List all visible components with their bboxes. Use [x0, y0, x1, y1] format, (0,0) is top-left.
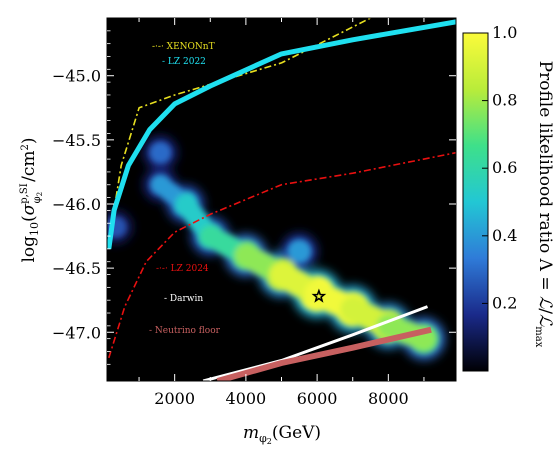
x-tick-label: 2000	[154, 389, 195, 408]
curve-lz-2022	[107, 19, 456, 250]
y-axis-label: log10(σp,SI φ2/cm2)	[19, 137, 44, 262]
x-axis-label: mφ2(GeV)	[243, 423, 321, 446]
best-fit-star	[311, 288, 327, 303]
legend-lz-2024: -·-· LZ 2024	[156, 264, 209, 274]
legend: -·-· XENONnT - LZ 2022 -·-· LZ 2024 - Darwi…	[149, 42, 221, 336]
best-fit-marker	[311, 288, 327, 303]
colorbar-tick-label: 0.4	[492, 226, 517, 245]
colorbar-axis: 0.2 0.4 0.6 0.8 1.0	[482, 23, 517, 312]
curve-xenonnt	[108, 18, 371, 243]
y-axis: −45.0 −45.5 −46.0 −46.5 −47.0	[52, 30, 456, 365]
x-tick-label: 6000	[297, 389, 338, 408]
legend-lz-2022: - LZ 2022	[162, 57, 206, 67]
y-tick-label: −46.0	[52, 195, 101, 214]
colorbar-tick-label: 0.6	[492, 158, 517, 177]
x-axis: 2000 4000 6000 8000	[138, 18, 425, 408]
x-tick-label: 4000	[226, 389, 267, 408]
likelihood-blob	[149, 141, 172, 164]
likelihood-band	[376, 314, 436, 351]
curve-darwin	[202, 305, 429, 381]
colorbar-tick-label: 0.8	[492, 91, 517, 110]
likelihood-region	[107, 135, 445, 360]
y-tick-label: −47.0	[52, 323, 101, 342]
colorbar-tick-label: 0.2	[492, 293, 517, 312]
colorbar-tick-label: 1.0	[492, 23, 517, 42]
legend-darwin: - Darwin	[164, 294, 203, 304]
y-tick-label: −45.5	[52, 131, 101, 150]
curve-lz-2024	[108, 151, 456, 359]
legend-xenonnt: -·-· XENONnT	[152, 42, 215, 52]
limit-curves	[107, 18, 456, 381]
colorbar	[462, 32, 489, 372]
curve-neutrino-floor	[216, 326, 432, 381]
colorbar-label: Profile likelihood ratio Λ = ℒ/ℒmax	[533, 61, 555, 348]
legend-neutrino-floor: - Neutrino floor	[149, 326, 221, 336]
likelihood-blob	[287, 239, 312, 264]
x-tick-label: 8000	[368, 389, 409, 408]
y-tick-label: −45.0	[52, 67, 101, 86]
y-tick-label: −46.5	[52, 259, 101, 278]
